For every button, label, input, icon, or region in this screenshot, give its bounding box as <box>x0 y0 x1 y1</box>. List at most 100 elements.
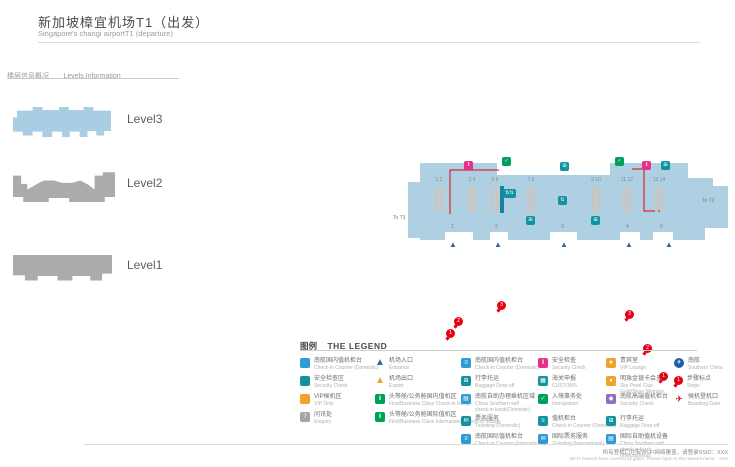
route-line-right <box>632 168 660 212</box>
steps-icon: 1 <box>674 376 683 385</box>
elevator-icon: ⇅⇅ <box>503 189 516 198</box>
door-notch <box>550 232 577 241</box>
terminal-map-svg <box>408 163 728 241</box>
counter-row-label: 9 10 <box>591 177 601 183</box>
legend-item: ‖ 头等舱/公务舱国际值机区 First/Business Class Inter… <box>375 412 501 425</box>
step-pin-1: 1 <box>446 329 455 338</box>
security-check-icon: ‖ <box>538 358 548 368</box>
legend-item: ✓ 入境事务处 Immigration <box>538 394 582 407</box>
door-number: 3 <box>561 224 564 230</box>
door-number: 2 <box>495 224 498 230</box>
checkin-counter-bar <box>435 187 438 212</box>
checkin-counter-bar <box>468 187 471 212</box>
security-check-icon: ‖ <box>642 161 651 170</box>
checkin-counter-domestic-icon: ≡ <box>461 358 471 368</box>
checkin-counter-bar <box>440 187 443 212</box>
counter-row-label: 7 8 <box>527 177 535 183</box>
legend-item: 南航国内值机柜台 Check-in Counter (Domestic) <box>300 358 378 371</box>
checkin-counter-bar <box>660 187 663 212</box>
header-divider <box>38 42 700 43</box>
checkin-counter-bar <box>655 187 658 212</box>
enquiry-icon: ? <box>300 412 310 422</box>
door-notch <box>445 232 473 241</box>
checkin-counter-bar <box>532 187 535 212</box>
legend-item: ★ 贵宾室 VIP Lounge <box>606 358 646 371</box>
level-item-1[interactable]: Level1 <box>0 246 250 294</box>
terminal-outline <box>408 163 728 240</box>
entrance-icon: ▲ <box>375 357 385 368</box>
footer-note-en: WI-FI network have covered all gates. Pl… <box>569 456 728 461</box>
immigration-icon: ✓ <box>502 157 511 166</box>
counter-row-label: 5 6 <box>491 177 499 183</box>
step-pin-2: 2 <box>643 344 652 353</box>
southern-china-icon: ✈ <box>674 358 684 368</box>
premium-checkin-zone-bar <box>500 186 504 213</box>
legend-item: ✉ 票务服务 Ticketing (Domestic) <box>461 416 520 429</box>
self-checkin-kiosk-international-icon: ▤ <box>606 434 616 444</box>
checkin-counter-bar <box>597 187 600 212</box>
counter-row-label: 3 4 <box>468 177 476 183</box>
door-notch <box>490 232 508 241</box>
terminal-map: To T3 To T2 1 2 3 4 5 6 7 8 9 10 11 12 1… <box>393 148 735 381</box>
legend-item: ♦ 明珠金银卡会员 Sky Pearl Club Gold/Silver Memb… <box>606 376 678 395</box>
legend-item: VIP候机区 VIP Only <box>300 394 342 407</box>
legend-item: ▲ 机场出口 Export <box>375 375 414 390</box>
door-number: 4 <box>626 224 629 230</box>
ticketing-international-icon: ✉ <box>538 434 548 444</box>
legend-item: 1 步骤标点 Steps <box>674 376 711 389</box>
level1-label: Level1 <box>127 258 163 272</box>
legend-item: 安全检查区 Security Check <box>300 376 348 389</box>
counter-row-label: 13 14 <box>652 177 666 183</box>
route-line-left <box>449 169 499 214</box>
premium-checkin-icon: ◆ <box>606 394 616 404</box>
legend-divider <box>300 350 697 351</box>
page-title: 新加坡樟宜机场T1（出发） <box>38 15 210 30</box>
checkin-counter-icon: ≡ <box>538 416 548 426</box>
checkin-counter-bar <box>628 187 631 212</box>
entrance-icon: ▲ <box>560 240 568 249</box>
step-pin-3: 3 <box>625 310 634 319</box>
checkin-counter-bar <box>496 187 499 212</box>
checkin-counter-bar <box>491 187 494 212</box>
baggage-dropoff-icon: ⊞ <box>591 216 600 225</box>
legend-item: ? 问讯处 Enquiry <box>300 412 332 425</box>
immigration-icon: ✓ <box>538 394 548 404</box>
page-subtitle: Singapore's changi airportT1 (departure) <box>38 29 173 38</box>
level-item-3[interactable]: Level3 <box>0 100 250 150</box>
checkin-counter-international-icon: ≡ <box>461 434 471 444</box>
to-t2-label: To T2 <box>702 198 715 204</box>
baggage-dropoff-icon: ⊞ <box>661 161 670 170</box>
legend-item: ▤ 南航自助办理乘机区域 China Southern self check-in… <box>461 394 535 413</box>
door-notch <box>653 232 673 241</box>
level1-silhouette <box>13 255 112 281</box>
legend-title-en: THE LEGEND <box>327 341 388 351</box>
level2-silhouette <box>13 172 115 202</box>
legend-item: ≡ 值机柜台 Check-in Counter (Domestic) <box>538 416 616 429</box>
legend-item: ✉ 国际票务服务Ticketing (International) <box>538 434 604 447</box>
first-business-domestic-icon: ‖ <box>375 394 385 404</box>
customs-icon: ▦ <box>538 376 548 386</box>
counter-row-label: 1 2 <box>435 177 443 183</box>
entrance-icon: ▲ <box>449 240 457 249</box>
legend-item: ◆ 南航高端值机柜台 Security Check <box>606 394 668 407</box>
entrance-icon: ▲ <box>665 240 673 249</box>
legend-item: ✈ 候机登机口 Boarding Gate <box>675 394 721 407</box>
level3-silhouette <box>13 107 111 137</box>
escalator-icon: ⇅ <box>558 196 567 205</box>
checkin-counter-bar <box>623 187 626 212</box>
entrance-icon: ▲ <box>494 240 502 249</box>
step-pin-1: 1 <box>659 372 668 381</box>
tab-levels-information[interactable]: 楼层信息概况 Levels Information <box>7 65 121 83</box>
step-pin-2: 2 <box>454 317 463 326</box>
step-pin-3: 3 <box>497 301 506 310</box>
counter-row-label: 11 12 <box>620 177 634 183</box>
legend-title: 图例 THE LEGEND <box>300 336 387 354</box>
legend-item: ▦ 海关申报 CUSTOMS <box>538 376 577 389</box>
sky-pearl-member-icon: ♦ <box>606 376 616 386</box>
level3-label: Level3 <box>127 112 163 126</box>
level-item-2[interactable]: Level2 <box>0 163 250 213</box>
baggage-dropoff-icon: ⊞ <box>606 416 616 426</box>
door-number: 5 <box>660 224 663 230</box>
boarding-gate-icon: ✈ <box>675 394 683 404</box>
legend-item: ⊞ 行李托运 Baggage Drop-off <box>461 376 514 389</box>
